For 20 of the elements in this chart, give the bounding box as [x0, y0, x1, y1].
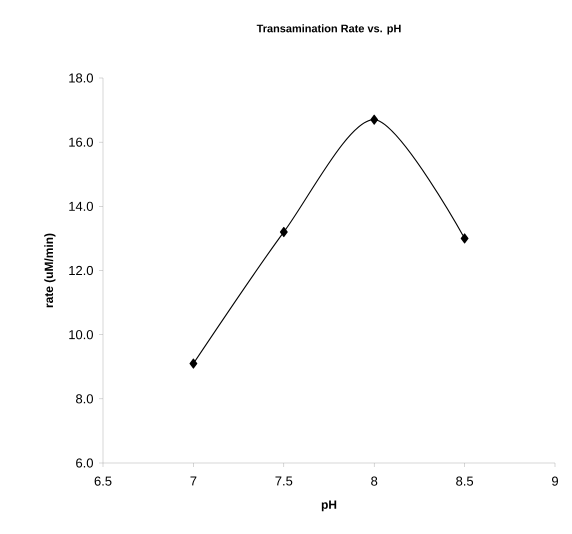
x-tick-label: 9 [552, 476, 558, 486]
y-tick-label: 10.0 [69, 330, 93, 340]
x-tick-label: 7.5 [275, 476, 292, 486]
y-tick-label: 8.0 [76, 394, 93, 404]
point [189, 358, 198, 369]
x-tick-label: 7 [190, 476, 196, 486]
y-tick-label: 16.0 [69, 138, 93, 147]
y-tick-label: 18.0 [69, 73, 93, 83]
point [280, 226, 288, 238]
chart-title: Transamination Rate vs. pH [256, 24, 401, 34]
y-tick-label: 14.0 [69, 202, 93, 211]
x-tick-label: 8 [371, 476, 378, 486]
y-axis-title: rate (uM/min) [44, 234, 56, 308]
x-axis-title: pH [322, 500, 336, 512]
y-tick-label: 6.0 [76, 458, 93, 468]
x-tick-label: 8.5 [456, 476, 474, 486]
point [370, 114, 378, 125]
x-tick-label: 6.5 [94, 476, 112, 486]
point [460, 233, 469, 244]
y-tick-label: 12.0 [69, 266, 93, 276]
